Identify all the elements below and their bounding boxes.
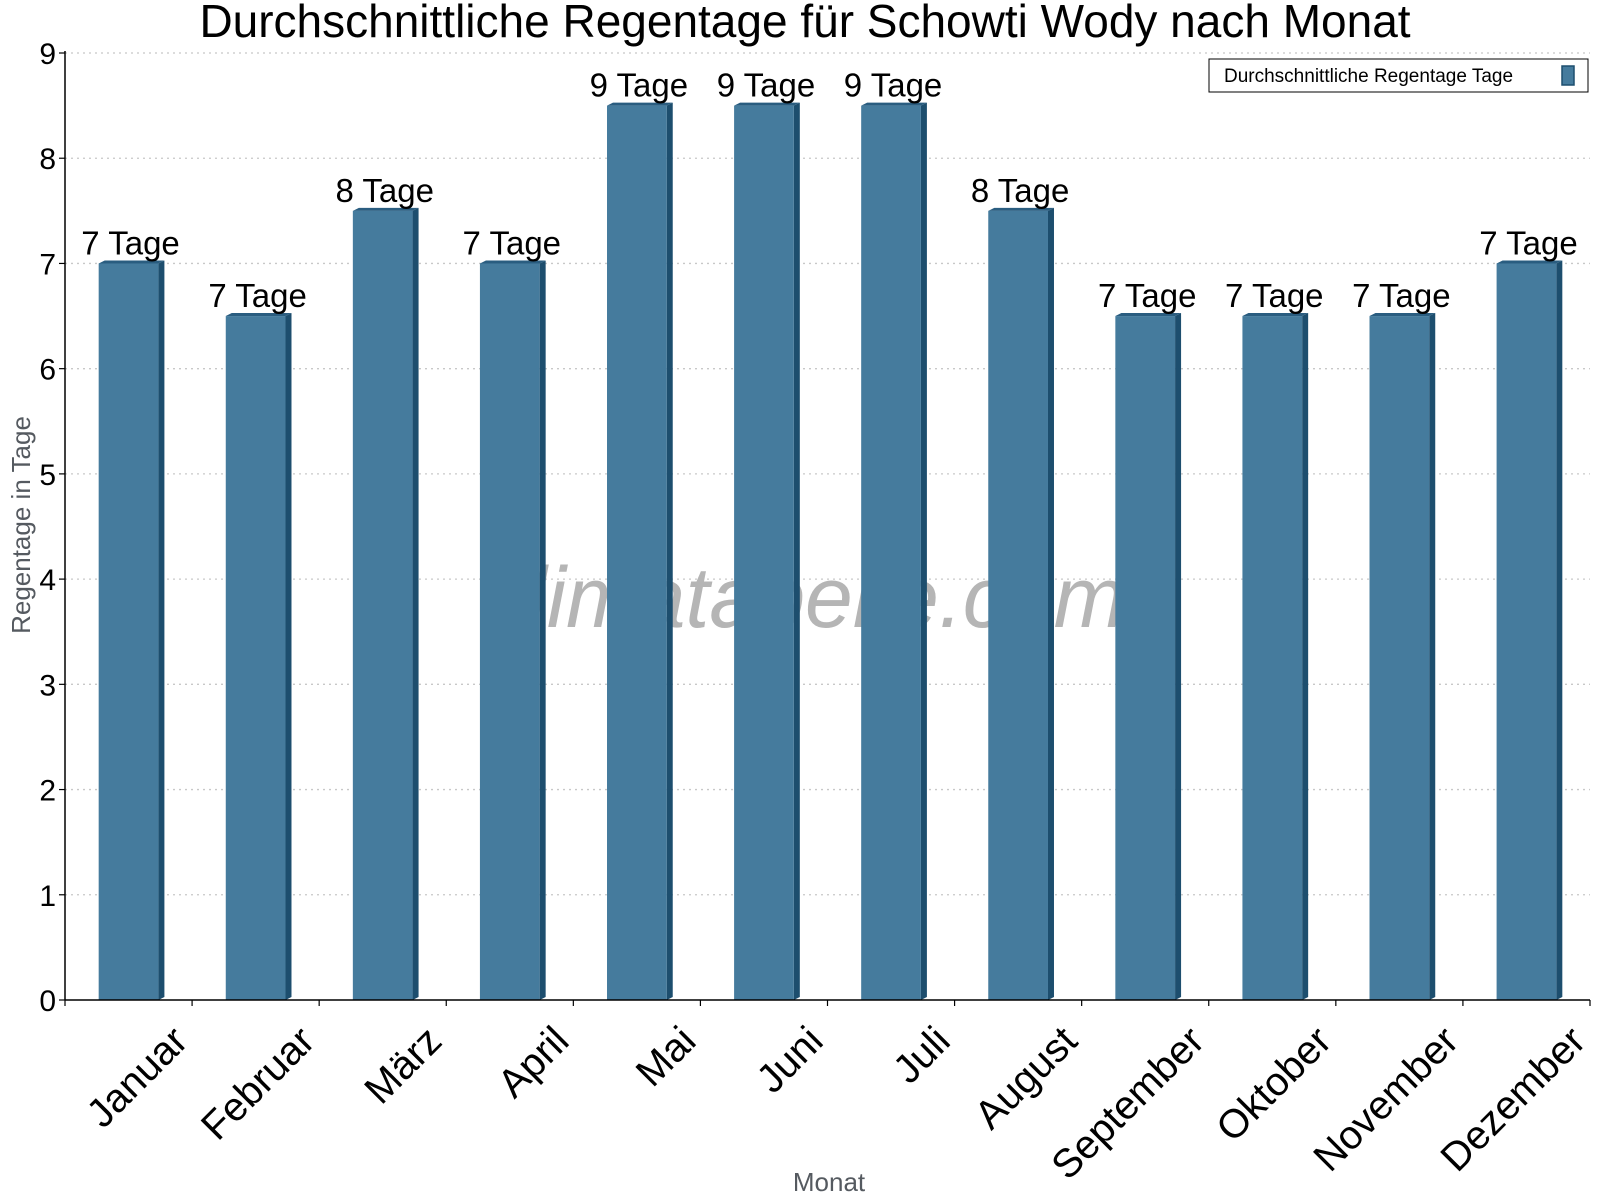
y-tick-label: 2 bbox=[39, 775, 56, 808]
bar-top bbox=[1242, 313, 1309, 317]
bar-top bbox=[607, 102, 673, 106]
bar-side bbox=[666, 102, 673, 1001]
chart-title: Durchschnittliche Regentage für Schowti … bbox=[199, 0, 1410, 47]
bar bbox=[479, 260, 546, 1000]
bar-side bbox=[920, 102, 927, 1001]
bar-front bbox=[352, 210, 413, 1001]
data-labels: 7 Tage 7 Tage 8 Tage 7 Tage 9 Tage 9 Tage 9 Ta… bbox=[81, 67, 1577, 314]
y-tick-label: 4 bbox=[39, 564, 56, 597]
bar bbox=[1369, 313, 1436, 1000]
data-label: 7 Tage bbox=[1479, 224, 1577, 261]
bar bbox=[98, 260, 165, 1000]
bar bbox=[1242, 313, 1309, 1000]
bar-side bbox=[158, 260, 165, 1000]
bar-top bbox=[1115, 313, 1182, 317]
bar bbox=[1496, 260, 1563, 1000]
bar-front bbox=[607, 105, 667, 1001]
data-label: 9 Tage bbox=[590, 67, 688, 104]
y-tick-label: 1 bbox=[39, 880, 56, 913]
data-label: 7 Tage bbox=[81, 224, 179, 261]
bar-front bbox=[1496, 263, 1557, 1000]
bar-front bbox=[734, 105, 794, 1001]
bar-front bbox=[479, 263, 540, 1000]
bar bbox=[988, 207, 1054, 1001]
bar-front bbox=[225, 316, 286, 1000]
y-axis-title: Regentage in Tage bbox=[6, 416, 36, 634]
bar-front bbox=[861, 105, 921, 1001]
bar-side bbox=[539, 260, 546, 1000]
x-axis-title: Monat bbox=[793, 1167, 866, 1197]
data-label: 8 Tage bbox=[971, 172, 1069, 209]
bar-side bbox=[1556, 260, 1563, 1000]
y-tick-label: 6 bbox=[39, 354, 56, 387]
data-label: 9 Tage bbox=[844, 67, 942, 104]
data-label: 9 Tage bbox=[717, 67, 815, 104]
legend-swatch bbox=[1561, 65, 1575, 86]
data-label: 7 Tage bbox=[1098, 277, 1196, 314]
bar-side bbox=[285, 313, 292, 1000]
bar-top bbox=[225, 313, 292, 317]
data-label: 8 Tage bbox=[335, 172, 433, 209]
bar bbox=[225, 313, 292, 1000]
x-tick-label: Februar bbox=[193, 1018, 323, 1148]
bar-side bbox=[1175, 313, 1182, 1000]
bars bbox=[98, 102, 1563, 1001]
data-label: 7 Tage bbox=[463, 224, 561, 261]
x-tick-label: Juni bbox=[749, 1018, 832, 1101]
x-tick-label: Mai bbox=[628, 1018, 705, 1095]
x-tick-label: März bbox=[356, 1018, 450, 1112]
bar bbox=[352, 207, 419, 1001]
bar bbox=[861, 102, 927, 1001]
x-tick-label: Januar bbox=[79, 1018, 197, 1136]
bar-top bbox=[1369, 313, 1436, 317]
data-label: 7 Tage bbox=[208, 277, 306, 314]
bar bbox=[734, 102, 800, 1001]
bar-side bbox=[1302, 313, 1309, 1000]
y-tick-label: 5 bbox=[39, 459, 56, 492]
data-label: 7 Tage bbox=[1352, 277, 1450, 314]
bar-front bbox=[1242, 316, 1303, 1000]
x-tick-label: August bbox=[967, 1018, 1086, 1137]
legend-label: Durchschnittliche Regentage Tage bbox=[1224, 66, 1513, 87]
bar-front bbox=[988, 210, 1048, 1001]
x-tick-label: Juli bbox=[885, 1018, 959, 1092]
bar-front bbox=[1115, 316, 1176, 1000]
bar-top bbox=[861, 102, 927, 106]
bar-front bbox=[1369, 316, 1430, 1000]
data-label: 7 Tage bbox=[1225, 277, 1323, 314]
bar-top bbox=[352, 207, 419, 211]
x-tick-label: April bbox=[490, 1018, 578, 1106]
y-tick-label: 3 bbox=[39, 669, 56, 702]
y-tick-label: 7 bbox=[39, 248, 56, 281]
legend-box bbox=[1208, 58, 1589, 93]
bar-side bbox=[412, 207, 419, 1001]
bar-side bbox=[1429, 313, 1436, 1000]
y-tick-label: 9 bbox=[39, 38, 56, 71]
bar bbox=[607, 102, 673, 1001]
y-tick-label: 0 bbox=[39, 985, 56, 1018]
gridlines bbox=[65, 52, 1590, 896]
bar-top bbox=[734, 102, 800, 106]
x-tick-label: Oktober bbox=[1208, 1018, 1340, 1150]
bar-front bbox=[98, 263, 159, 1000]
bar-top bbox=[98, 260, 165, 264]
bar-top bbox=[988, 207, 1054, 211]
bar-side bbox=[1047, 207, 1054, 1001]
bar-top bbox=[1496, 260, 1563, 264]
bar bbox=[1115, 313, 1182, 1000]
y-tick-label: 8 bbox=[39, 143, 56, 176]
bar-side bbox=[793, 102, 800, 1001]
bar-top bbox=[479, 260, 546, 264]
legend: Durchschnittliche Regentage Tage bbox=[1208, 58, 1589, 93]
